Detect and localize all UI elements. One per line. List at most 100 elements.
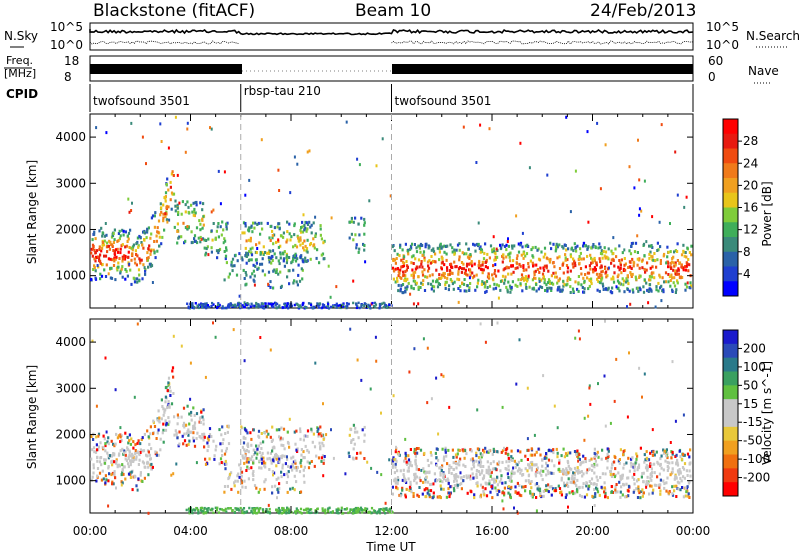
y-tick-label: 4000 [55, 130, 86, 144]
echo-cell [507, 244, 510, 248]
echo-cell [559, 288, 562, 292]
echo-cell [637, 489, 640, 493]
echo-cell [363, 232, 366, 236]
echo-cell [294, 511, 297, 514]
echo-cell [367, 303, 370, 307]
echo-cell [110, 276, 114, 280]
echo-cell [158, 244, 161, 248]
echo-cell [223, 509, 226, 512]
echo-cell [580, 495, 583, 499]
echo-cell [668, 275, 671, 279]
echo-cell [667, 273, 670, 276]
echo-cell [472, 459, 475, 463]
echo-cell [192, 424, 195, 428]
echo-cell [137, 244, 140, 248]
colorbar-tick-label: 16 [743, 201, 758, 215]
echo-cell [396, 481, 399, 485]
echo-cell [368, 304, 372, 307]
echo-cell [508, 459, 511, 463]
echo-cell [284, 462, 287, 466]
echo-cell [305, 511, 308, 514]
echo-cell [426, 401, 429, 405]
echo-cell [93, 450, 96, 454]
echo-cell [560, 454, 563, 458]
echo-cell [616, 490, 619, 494]
echo-cell [283, 509, 286, 512]
echo-cell [677, 267, 680, 271]
echo-cell [123, 451, 126, 455]
echo-cell [170, 473, 173, 477]
echo-cell [610, 258, 613, 262]
echo-cell [689, 281, 692, 285]
echo-cell [427, 246, 430, 250]
echo-cell [550, 493, 553, 497]
y-tick-label: 1000 [55, 269, 86, 283]
echo-cell [183, 425, 186, 429]
colorbar-swatch [723, 222, 738, 238]
echo-cell [288, 256, 291, 259]
echo-cell [200, 410, 203, 414]
echo-cell [450, 279, 453, 283]
echo-cell [378, 306, 381, 310]
echo-cell [657, 281, 660, 285]
echo-cell [462, 449, 465, 453]
echo-cell [137, 268, 141, 272]
echo-cell [676, 281, 679, 285]
echo-cell [172, 334, 175, 338]
echo-cell [134, 449, 137, 452]
echo-cell [474, 249, 477, 253]
echo-cell [156, 418, 159, 422]
echo-cell [251, 272, 254, 276]
echo-cell [501, 243, 504, 247]
echo-cell [412, 274, 415, 278]
echo-cell [223, 485, 227, 488]
echo-cell [672, 281, 675, 285]
echo-cell [448, 272, 451, 276]
echo-cell [241, 454, 244, 458]
echo-cell [436, 279, 439, 283]
echo-cell [483, 493, 486, 497]
echo-cell [534, 276, 537, 280]
echo-cell [594, 246, 597, 250]
echo-cell [489, 472, 493, 476]
echo-cell [141, 449, 144, 453]
echo-cell [288, 232, 291, 236]
echo-cell [192, 306, 195, 310]
echo-cell [132, 440, 135, 444]
echo-cell [369, 307, 372, 310]
echo-cell [646, 458, 649, 462]
echo-cell [461, 267, 464, 271]
echo-cell [416, 266, 419, 270]
nsky-trace [89, 28, 694, 36]
echo-cell [269, 239, 272, 242]
echo-cell [417, 287, 420, 291]
echo-cell [107, 244, 110, 248]
echo-cell [144, 269, 147, 273]
echo-cell [415, 246, 418, 250]
echo-cell [627, 489, 630, 493]
echo-cell [448, 464, 451, 468]
echo-cell [652, 258, 655, 262]
echo-cell [468, 262, 471, 266]
echo-cell [422, 480, 425, 484]
echo-cell [151, 281, 154, 284]
echo-cell [440, 469, 443, 472]
echo-cell [666, 260, 669, 264]
echo-cell [613, 399, 616, 403]
echo-cell [187, 433, 190, 437]
echo-cell [560, 478, 563, 482]
echo-cell [120, 244, 123, 248]
echo-cell [487, 470, 490, 474]
echo-cell [401, 486, 404, 490]
echo-cell [286, 430, 289, 434]
echo-cell [504, 481, 507, 485]
echo-cell [463, 278, 466, 281]
echo-cell [345, 306, 348, 310]
echo-cell [527, 448, 530, 452]
echo-cell [255, 305, 258, 309]
echo-cell [440, 267, 443, 271]
echo-cell [622, 466, 625, 470]
echo-cell [327, 507, 330, 510]
echo-cell [512, 259, 515, 263]
echo-cell [238, 304, 241, 308]
